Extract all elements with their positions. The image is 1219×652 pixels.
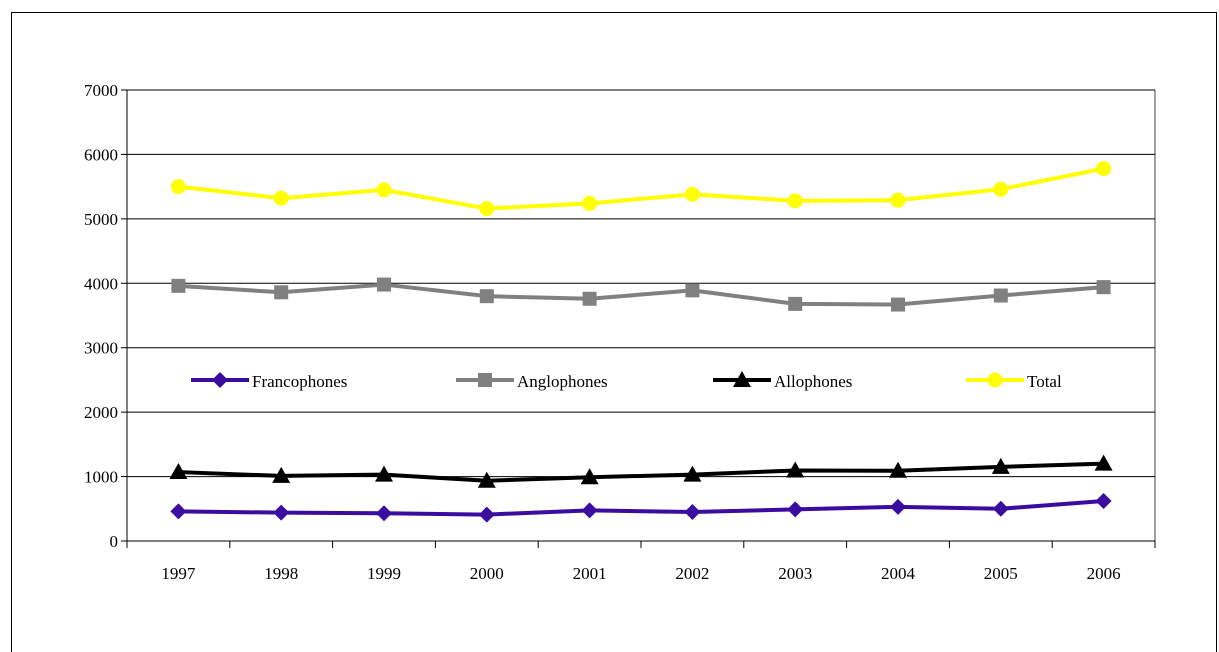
data-point-total — [1096, 161, 1112, 177]
series-line-anglophones — [178, 282, 1104, 307]
x-tick-label: 2005 — [984, 564, 1018, 583]
data-point-allophones — [375, 465, 393, 482]
data-point-allophones — [889, 461, 907, 478]
legend-label-francophones: Francophones — [252, 372, 347, 391]
data-point-francophones — [684, 504, 701, 521]
data-point-anglophones — [891, 297, 905, 312]
data-point-anglophones — [171, 278, 186, 293]
data-point-allophones — [477, 471, 496, 488]
legend-item-total: Total — [966, 372, 1062, 391]
series-line-francophones — [178, 499, 1104, 517]
data-point-total — [479, 201, 495, 217]
legend-marker-anglophones — [478, 373, 492, 387]
data-point-allophones — [169, 463, 188, 480]
y-tick-label: 7000 — [84, 81, 118, 100]
x-tick-label: 1998 — [264, 564, 298, 583]
series-francophones — [170, 493, 1112, 523]
x-tick-label: 2000 — [470, 564, 504, 583]
data-point-total — [993, 181, 1009, 197]
data-point-allophones — [683, 465, 702, 482]
y-tick-label: 5000 — [84, 210, 118, 229]
data-point-total — [787, 193, 803, 209]
data-point-anglophones — [377, 277, 391, 292]
x-tick-label: 2001 — [573, 564, 607, 583]
series-allophones — [169, 454, 1113, 488]
series-line-allophones — [178, 461, 1104, 483]
legend-item-allophones: Allophones — [713, 371, 852, 391]
data-point-francophones — [890, 498, 906, 515]
legend-item-anglophones: Anglophones — [456, 372, 608, 391]
y-tick-label: 0 — [110, 532, 119, 551]
x-tick-label: 1999 — [367, 564, 401, 583]
legend-item-francophones: Francophones — [191, 372, 347, 391]
data-point-anglophones — [685, 283, 700, 298]
series-total — [170, 161, 1112, 217]
y-tick-label: 3000 — [84, 339, 118, 358]
data-point-francophones — [273, 504, 290, 521]
x-tick-label: 2006 — [1087, 564, 1121, 583]
data-point-total — [684, 186, 700, 202]
data-point-anglophones — [274, 285, 289, 300]
data-point-francophones — [478, 506, 495, 523]
data-point-anglophones — [1096, 280, 1111, 295]
data-point-anglophones — [993, 288, 1008, 303]
data-point-anglophones — [582, 291, 597, 306]
legend-label-allophones: Allophones — [774, 372, 852, 391]
data-point-total — [890, 192, 906, 208]
x-tick-label: 2003 — [778, 564, 812, 583]
axis-layer: 0 1000 2000 3000 4000 5000 6000 7000 1997 1998 199… — [84, 81, 1156, 583]
data-point-allophones — [580, 468, 599, 485]
data-point-allophones — [786, 461, 805, 478]
legend-label-total: Total — [1027, 372, 1062, 391]
data-point-francophones — [376, 505, 392, 522]
chart-frame — [11, 12, 1217, 652]
data-point-francophones — [1095, 493, 1112, 510]
y-tick-label: 1000 — [84, 468, 118, 487]
series-layer — [169, 161, 1113, 523]
legend-label-anglophones: Anglophones — [517, 372, 608, 391]
data-point-francophones — [787, 501, 804, 518]
data-point-total — [376, 182, 392, 198]
data-point-francophones — [170, 503, 187, 520]
legend: Francophones Anglophones Allophones Total — [191, 371, 1062, 391]
data-point-allophones — [991, 457, 1010, 474]
legend-marker-total — [987, 372, 1003, 388]
data-point-total — [582, 195, 598, 211]
legend-marker-francophones — [212, 372, 228, 388]
data-point-allophones — [272, 466, 291, 483]
legend-marker-allophones — [733, 371, 751, 387]
data-point-total — [170, 179, 186, 195]
data-point-francophones — [992, 500, 1009, 517]
y-tick-label: 6000 — [84, 145, 118, 164]
x-tick-label: 2002 — [675, 564, 709, 583]
data-point-total — [273, 190, 289, 206]
data-point-francophones — [581, 502, 598, 519]
data-point-allophones — [1094, 454, 1113, 471]
data-point-anglophones — [479, 289, 494, 304]
y-tick-label: 2000 — [84, 403, 118, 422]
y-tick-label: 4000 — [84, 274, 118, 293]
series-anglophones — [171, 277, 1111, 312]
x-tick-label: 1997 — [161, 564, 196, 583]
data-point-anglophones — [788, 296, 803, 311]
x-tick-label: 2004 — [881, 564, 916, 583]
series-line-total — [178, 166, 1104, 211]
